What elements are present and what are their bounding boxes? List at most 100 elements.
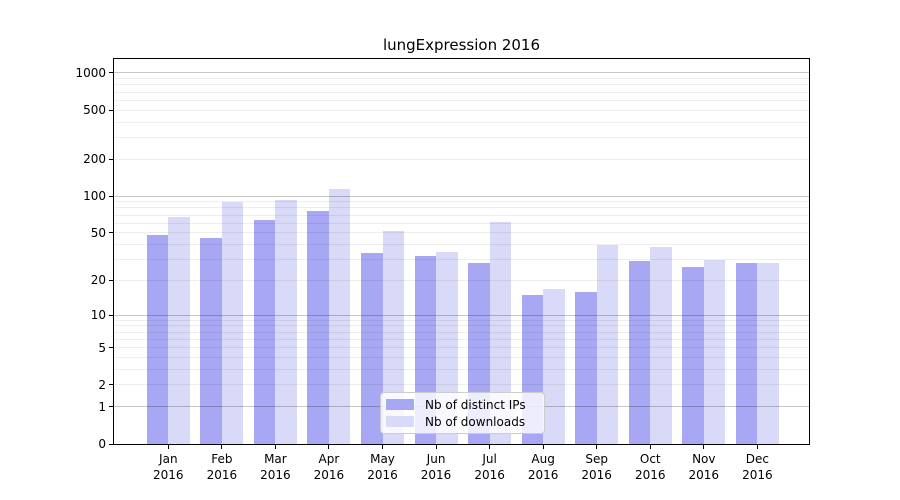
y-tick-mark [109,195,114,197]
x-tick-label-year: 2016 [474,468,505,482]
bar-ips-dec [735,263,758,444]
x-tick-label-month: Jun [426,452,446,466]
x-tick-label-month: Apr [318,452,340,466]
x-tick-label-year: 2016 [367,468,398,482]
legend: Nb of distinct IPs Nb of downloads [380,392,545,434]
gridline-minor [114,136,809,138]
y-tick-label: 10 [90,308,106,323]
gridline-minor [114,121,809,123]
grid-layer [114,59,809,444]
legend-swatch-ips-icon [386,399,414,410]
gridline-minor [114,384,809,386]
x-tick-label: Apr 2016 [299,451,359,483]
y-tick-label: 20 [90,273,106,288]
gridline-minor [114,214,809,216]
bar-downloads-oct [650,247,672,444]
x-tick-mark [221,445,223,449]
bar-ips-feb [200,238,222,444]
gridline-minor [114,279,809,281]
gridline-minor [114,84,809,86]
y-tick-mark [109,72,114,74]
gridline-minor [114,78,809,80]
bar-downloads-nov [703,259,726,444]
y-tick-label: 0 [98,437,106,451]
y-tick-mark [109,314,114,316]
x-tick-label: Oct 2016 [620,451,680,483]
legend-label-ips: Nb of distinct IPs [425,397,526,412]
x-tick-label: Mar 2016 [245,451,305,483]
gridline-minor [114,91,809,93]
x-tick-label-month: Mar [264,452,287,466]
bar-ips-apr [307,211,329,444]
legend-row-downloads: Nb of downloads [386,415,544,429]
y-tick-mark [109,443,114,445]
bar-downloads-feb [221,201,244,444]
gridline-major [114,195,809,197]
bar-ips-jan [146,234,169,444]
bar-downloads-aug [543,288,565,444]
gridline-minor [114,338,809,340]
x-tick-mark [703,445,705,449]
y-tick-mark [109,158,114,160]
y-tick-label: 200 [83,152,106,167]
x-tick-mark [649,445,651,449]
y-tick-label: 5 [98,340,106,355]
legend-label-downloads: Nb of downloads [425,414,526,429]
y-tick-label: 50 [90,225,106,240]
gridline-minor [114,109,809,111]
x-tick-label-year: 2016 [313,468,345,482]
x-tick-label-month: Aug [531,452,555,466]
y-tick-mark [109,109,114,111]
bar-ips-nov [682,266,704,444]
x-tick-label-month: Dec [745,452,769,466]
y-tick-mark [109,384,114,386]
x-tick-label: Sep 2016 [567,451,627,483]
x-tick-label: Jul 2016 [460,451,520,483]
x-tick-label: Dec 2016 [727,451,787,483]
gridline-minor [114,347,809,349]
x-tick-mark [435,445,437,449]
x-tick-mark [382,445,383,449]
bar-downloads-jan [168,217,190,444]
y-tick-mark [109,232,114,234]
x-tick-mark [542,445,544,449]
bar-downloads-apr [328,189,351,444]
x-tick-label-year: 2016 [260,468,291,482]
bar-downloads-sep [596,244,619,444]
bar-ips-oct [628,261,651,444]
y-tick-label: 100 [83,189,106,204]
gridline-minor [114,319,809,321]
x-tick-label-month: Sep [585,452,608,466]
x-tick-label: Feb 2016 [192,451,252,483]
gridline-minor [114,232,809,234]
x-tick-label-year: 2016 [581,468,612,482]
y-tick-mark [109,279,114,281]
plot-area [113,58,810,445]
gridline-minor [114,222,809,224]
y-tick-mark [109,347,114,349]
gridline-minor [114,207,809,209]
x-tick-label: Jan 2016 [138,451,198,483]
x-tick-label-month: Jul [482,452,497,466]
bar-ips-sep [575,291,597,444]
gridline-minor [114,158,809,160]
gridline-minor [114,99,809,101]
x-tick-label-year: 2016 [206,468,238,482]
x-tick-label-year: 2016 [742,468,773,482]
x-tick-label-year: 2016 [420,468,452,482]
x-tick-label: Aug 2016 [513,451,573,483]
legend-row-ips: Nb of distinct IPs [386,398,544,412]
x-tick-label: Jun 2016 [406,451,466,483]
gridline-minor [114,357,809,359]
x-tick-label-year: 2016 [153,468,184,482]
bars-layer [114,59,809,444]
x-tick-label-month: Nov [692,452,716,466]
x-tick-label-month: Jan [159,452,178,466]
gridline-minor [114,244,809,246]
x-tick-label-year: 2016 [688,468,720,482]
gridline-minor [114,325,809,327]
y-tick-mark [109,406,114,408]
y-tick-label: 1000 [75,65,106,80]
x-tick-label: May 2016 [353,451,413,483]
